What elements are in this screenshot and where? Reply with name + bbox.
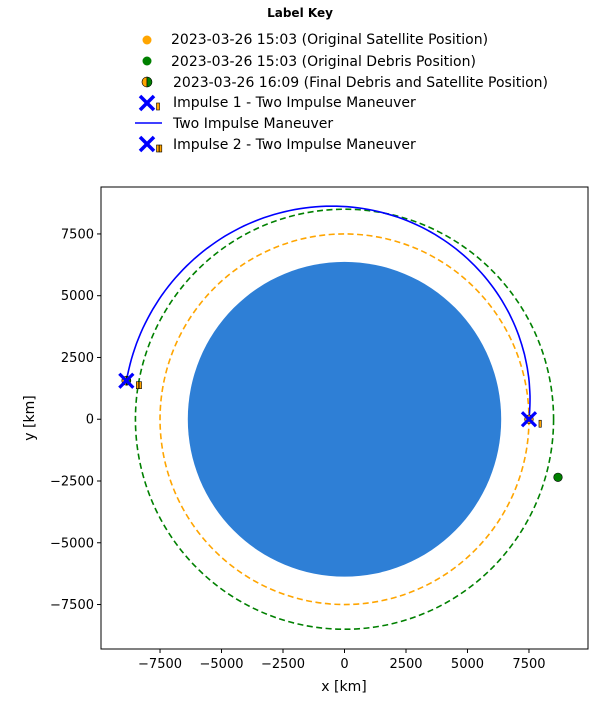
legend-label-final-position: 2023-03-26 16:09 (Final Debris and Satel…	[173, 75, 548, 91]
legend-title: Label Key	[267, 6, 333, 20]
legend-entry-impulse-1: Impulse 1 - Two Impulse Maneuver	[138, 94, 416, 112]
y-axis-label: y [km]	[22, 395, 38, 440]
impulse-1-marker-label-bar	[538, 419, 542, 428]
legend-entry-original-satellite: 2023-03-26 15:03 (Original Satellite Pos…	[142, 32, 488, 48]
plot-content	[118, 205, 563, 631]
half-orange-half-green-dot-icon	[141, 76, 153, 88]
y-tick-label: −5000	[50, 536, 94, 551]
legend-label-transfer: Two Impulse Maneuver	[172, 116, 333, 132]
impulse-2-marker	[118, 372, 142, 389]
debris-orbit-line	[134, 208, 555, 631]
blue-x-impulse-1-icon	[138, 94, 160, 112]
x-tick-label: −7500	[138, 657, 182, 672]
green-dot-icon	[142, 56, 152, 66]
blue-x-impulse-2-icon	[138, 135, 163, 153]
y-axis-ticks: −7500 −5000 −2500 0 2500 5000 7500	[50, 227, 101, 613]
plot-area: −7500 −5000 −2500 0 2500 5000 7500 −7500−5000−…	[22, 186, 589, 695]
y-tick-label: −7500	[50, 598, 94, 613]
x-tick-label: 2500	[389, 657, 422, 672]
original-debris-marker	[553, 472, 563, 482]
x-tick-label: 5000	[451, 657, 484, 672]
y-tick-label: 7500	[61, 227, 94, 242]
x-axis-label: x [km]	[321, 679, 366, 695]
legend-label-original-debris: 2023-03-26 15:03 (Original Debris Positi…	[171, 54, 476, 70]
orange-dot-icon	[142, 35, 152, 45]
impulse-2-marker-label-bar	[138, 381, 142, 389]
y-tick-label: 2500	[61, 351, 94, 366]
x-axis-ticks: −7500 −5000 −2500 0 2500 5000 7500	[138, 649, 546, 672]
earth-disk	[187, 261, 502, 577]
impulse-1-marker-stroke-b	[520, 411, 538, 428]
transfer-arc-line	[125, 205, 531, 420]
y-tick-label: −2500	[50, 475, 94, 490]
legend-entry-final-position: 2023-03-26 16:09 (Final Debris and Satel…	[141, 75, 548, 91]
x-tick-label: 0	[340, 657, 348, 672]
legend-entry-original-debris: 2023-03-26 15:03 (Original Debris Positi…	[142, 54, 476, 70]
impulse-2-marker-label-bar	[136, 381, 140, 389]
x-tick-label: −2500	[261, 657, 305, 672]
legend-entry-transfer: Two Impulse Maneuver	[135, 116, 333, 132]
legend-label-original-satellite: 2023-03-26 15:03 (Original Satellite Pos…	[171, 32, 488, 48]
x-tick-label: 7500	[512, 657, 545, 672]
y-tick-label: 5000	[61, 289, 94, 304]
impulse-2-marker-stroke-b	[118, 372, 135, 389]
legend-label-impulse-2: Impulse 2 - Two Impulse Maneuver	[173, 137, 416, 153]
impulse-1-marker	[520, 411, 542, 428]
legend: Label Key 2023-03-26 15:03 (Original Sat…	[135, 6, 548, 153]
legend-label-impulse-1: Impulse 1 - Two Impulse Maneuver	[173, 95, 416, 111]
legend-entry-impulse-2: Impulse 2 - Two Impulse Maneuver	[138, 135, 416, 153]
x-tick-label: −5000	[200, 657, 244, 672]
y-tick-label: 0	[86, 413, 94, 428]
